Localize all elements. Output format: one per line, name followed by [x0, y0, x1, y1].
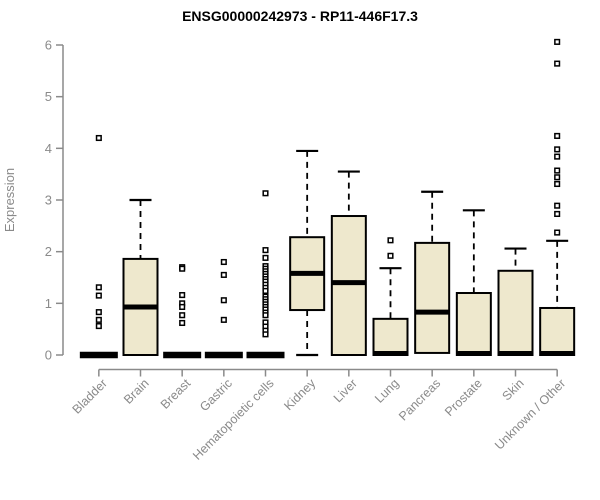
y-axis-label: Expression — [2, 168, 17, 232]
x-tick-label: Brain — [121, 376, 152, 407]
outlier-point — [554, 210, 561, 217]
outlier-point — [262, 247, 269, 254]
x-tick-label: Breast — [158, 376, 194, 412]
y-axis: 0 1 2 3 4 5 6 — [45, 38, 64, 363]
outlier-point — [95, 309, 102, 316]
x-tick-label: Prostate — [442, 376, 485, 419]
box-breast — [163, 264, 202, 359]
collapsed-box — [163, 351, 202, 359]
outlier-point — [262, 312, 269, 319]
y-tick-label: 3 — [45, 193, 52, 208]
box-unknown-other — [539, 38, 576, 357]
outlier-point — [554, 167, 561, 174]
outlier-point — [554, 132, 561, 139]
outlier-point — [95, 292, 102, 299]
box-gastric — [204, 258, 243, 359]
outlier-point — [179, 303, 186, 310]
y-tick-label: 2 — [45, 244, 52, 259]
plot-area: 0 1 2 3 4 5 6 Bladder Brain Breast GastricHematopo… — [45, 38, 576, 463]
outlier-point — [262, 331, 269, 338]
outlier-point — [387, 237, 394, 244]
outlier-point — [220, 258, 227, 266]
y-tick-label: 0 — [45, 348, 52, 363]
outlier-point — [220, 316, 227, 323]
outlier-point — [554, 202, 561, 209]
box-pancreas — [414, 190, 451, 354]
outlier-point — [554, 174, 561, 181]
outlier-point — [95, 284, 102, 291]
iqr-box — [497, 269, 534, 356]
outlier-point — [179, 319, 186, 327]
outlier-point — [95, 323, 102, 330]
x-tick-label: Unknown / Other — [492, 376, 568, 452]
x-tick-label: Skin — [500, 376, 527, 403]
collapsed-box — [246, 351, 285, 359]
outlier-point — [262, 254, 269, 261]
outlier-point — [95, 316, 102, 323]
iqr-box — [455, 292, 492, 356]
outlier-point — [179, 292, 186, 299]
chart-title: ENSG00000242973 - RP11-446F17.3 — [182, 8, 418, 24]
box-bladder — [79, 134, 118, 359]
x-tick-label: Hematopoietic cells — [190, 376, 277, 463]
outlier-point — [220, 271, 227, 278]
collapsed-box — [79, 351, 118, 359]
collapsed-box — [204, 351, 243, 359]
outlier-point — [220, 297, 227, 304]
x-tick-label: Pancreas — [396, 376, 443, 423]
outlier-point — [387, 252, 394, 259]
iqr-box — [414, 241, 451, 354]
box-prostate — [455, 209, 492, 356]
outlier-point — [554, 229, 561, 236]
x-tick-label: Kidney — [281, 376, 318, 413]
outlier-point — [95, 134, 102, 142]
iqr-box — [539, 306, 576, 357]
box-kidney — [289, 149, 326, 357]
x-tick-label: Liver — [331, 376, 360, 405]
outlier-point — [554, 180, 561, 188]
box-lung — [372, 237, 409, 357]
box-skin — [497, 247, 534, 356]
outlier-point — [179, 265, 186, 272]
outlier-point — [554, 153, 561, 160]
outlier-point — [179, 312, 186, 319]
y-tick-label: 1 — [45, 296, 52, 311]
x-tick-label: Lung — [372, 376, 402, 406]
outlier-point — [554, 146, 561, 153]
y-tick-label: 6 — [45, 38, 52, 53]
iqr-box — [330, 215, 367, 356]
y-tick-label: 5 — [45, 89, 52, 104]
box-liver — [330, 170, 367, 356]
outlier-point — [554, 38, 561, 45]
y-tick-label: 4 — [45, 141, 52, 156]
box-hematopoietic-cells — [246, 190, 285, 359]
x-tick-label: Gastric — [197, 376, 235, 414]
outlier-point — [554, 60, 561, 67]
iqr-box — [372, 317, 409, 357]
x-tick-label: Bladder — [70, 376, 110, 416]
outlier-point — [262, 190, 269, 197]
outlier-point — [262, 287, 269, 294]
box-brain — [122, 198, 159, 356]
